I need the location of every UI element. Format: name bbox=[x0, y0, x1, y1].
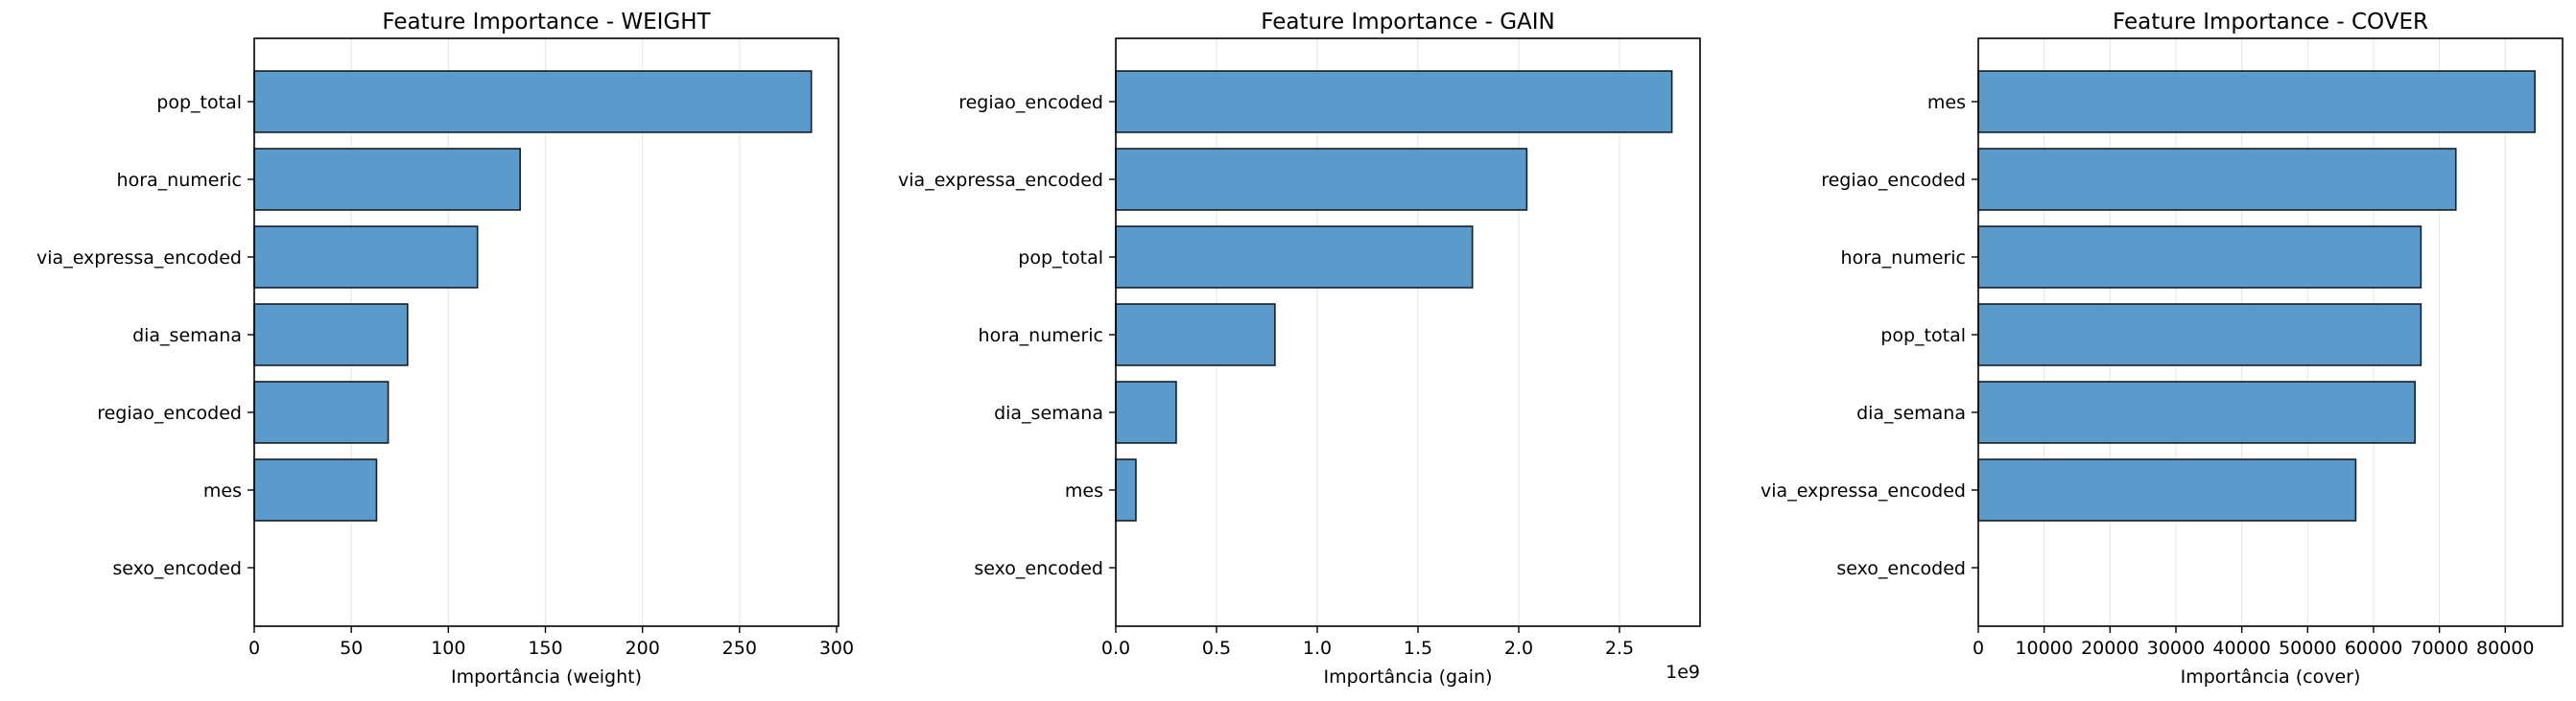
x-tick-label: 2.5 bbox=[1605, 638, 1634, 659]
bar-via_expressa_encoded bbox=[1977, 458, 2357, 522]
x-tick-label: 1.0 bbox=[1303, 638, 1332, 659]
y-tick-label: mes bbox=[1065, 480, 1103, 502]
x-axis-label: Importância (weight) bbox=[451, 666, 642, 688]
x-tick-label: 0.5 bbox=[1202, 638, 1231, 659]
x-tick-label: 80000 bbox=[2476, 638, 2534, 659]
x-axis-label: Importância (cover) bbox=[2181, 666, 2361, 688]
chart-panel-3: mes regiao_encoded hora_numeric pop_totaldi… bbox=[1761, 10, 2564, 688]
x-tick-label: 150 bbox=[528, 638, 562, 659]
y-tick-label: sexo_encoded bbox=[1836, 558, 1966, 579]
bar-mes bbox=[253, 458, 378, 522]
chart-title: Feature Importance - WEIGHT bbox=[382, 10, 711, 35]
bar-regiao_encoded bbox=[1115, 70, 1673, 133]
y-tick-label: mes bbox=[203, 480, 242, 502]
x-tick-label: 2.0 bbox=[1504, 638, 1533, 659]
y-tick-label: pop_total bbox=[1880, 325, 1966, 346]
y-tick-label: regiao_encoded bbox=[97, 403, 242, 424]
x-tick-label: 0.0 bbox=[1101, 638, 1130, 659]
x-tick-label: 300 bbox=[819, 638, 854, 659]
y-tick-label: dia_semana bbox=[994, 403, 1103, 424]
bar-dia_semana bbox=[1115, 381, 1177, 444]
chart-title: Feature Importance - COVER bbox=[2113, 10, 2428, 35]
chart-panel-1: pop_total hora_numeric via_expressa_encode… bbox=[36, 10, 854, 688]
bar-hora_numeric bbox=[1115, 303, 1276, 366]
y-tick-label: via_expressa_encoded bbox=[1761, 480, 1966, 502]
x-tick-label: 40000 bbox=[2212, 638, 2270, 659]
y-tick-label: dia_semana bbox=[132, 325, 242, 346]
axes-frame bbox=[1115, 37, 1701, 627]
y-tick-label: hora_numeric bbox=[1841, 247, 1966, 269]
bar-mes bbox=[1977, 70, 2536, 133]
x-tick-label: 250 bbox=[722, 638, 757, 659]
bar-regiao_encoded bbox=[1977, 148, 2457, 211]
axes-frame bbox=[1977, 37, 2564, 627]
y-tick-label: via_expressa_encoded bbox=[36, 247, 242, 269]
y-tick-label: sexo_encoded bbox=[112, 558, 242, 579]
y-tick-label: hora_numeric bbox=[117, 170, 242, 191]
x-tick-label: 20000 bbox=[2081, 638, 2139, 659]
y-tick-label: via_expressa_encoded bbox=[898, 170, 1103, 191]
bar-dia_semana bbox=[1977, 381, 2417, 444]
x-tick-label: 70000 bbox=[2410, 638, 2468, 659]
x-tick-label: 30000 bbox=[2147, 638, 2205, 659]
y-tick-label: pop_total bbox=[156, 92, 242, 113]
bar-hora_numeric bbox=[253, 148, 521, 211]
bar-pop_total bbox=[253, 70, 813, 133]
axes-frame bbox=[253, 37, 839, 627]
y-tick-label: regiao_encoded bbox=[1821, 170, 1966, 191]
x-tick-label: 50 bbox=[340, 638, 363, 659]
y-tick-label: pop_total bbox=[1018, 247, 1103, 269]
y-tick-label: sexo_encoded bbox=[974, 558, 1103, 579]
x-tick-label: 1.5 bbox=[1404, 638, 1432, 659]
bar-pop_total bbox=[1115, 225, 1474, 289]
x-tick-label: 10000 bbox=[2015, 638, 2072, 659]
x-tick-label: 0 bbox=[248, 638, 260, 659]
y-tick-label: mes bbox=[1927, 92, 1966, 113]
x-tick-label: 100 bbox=[431, 638, 465, 659]
x-axis-offset-label: 1e9 bbox=[1666, 662, 1700, 683]
x-axis-label: Importância (gain) bbox=[1323, 666, 1492, 688]
chart-title: Feature Importance - GAIN bbox=[1261, 10, 1555, 35]
x-tick-label: 50000 bbox=[2279, 638, 2336, 659]
bar-dia_semana bbox=[253, 303, 409, 366]
bar-mes bbox=[1115, 458, 1137, 522]
bar-hora_numeric bbox=[1977, 225, 2422, 289]
x-tick-label: 60000 bbox=[2345, 638, 2402, 659]
y-tick-label: regiao_encoded bbox=[958, 92, 1103, 113]
bar-regiao_encoded bbox=[253, 381, 390, 444]
x-tick-label: 200 bbox=[626, 638, 660, 659]
bar-pop_total bbox=[1977, 303, 2422, 366]
bar-via_expressa_encoded bbox=[253, 225, 479, 289]
bar-via_expressa_encoded bbox=[1115, 148, 1528, 211]
y-tick-label: hora_numeric bbox=[979, 325, 1103, 346]
y-tick-label: dia_semana bbox=[1856, 403, 1966, 424]
chart-panel-2: regiao_encoded via_expressa_encoded pop_to… bbox=[898, 10, 1701, 688]
x-tick-label: 0 bbox=[1973, 638, 1984, 659]
